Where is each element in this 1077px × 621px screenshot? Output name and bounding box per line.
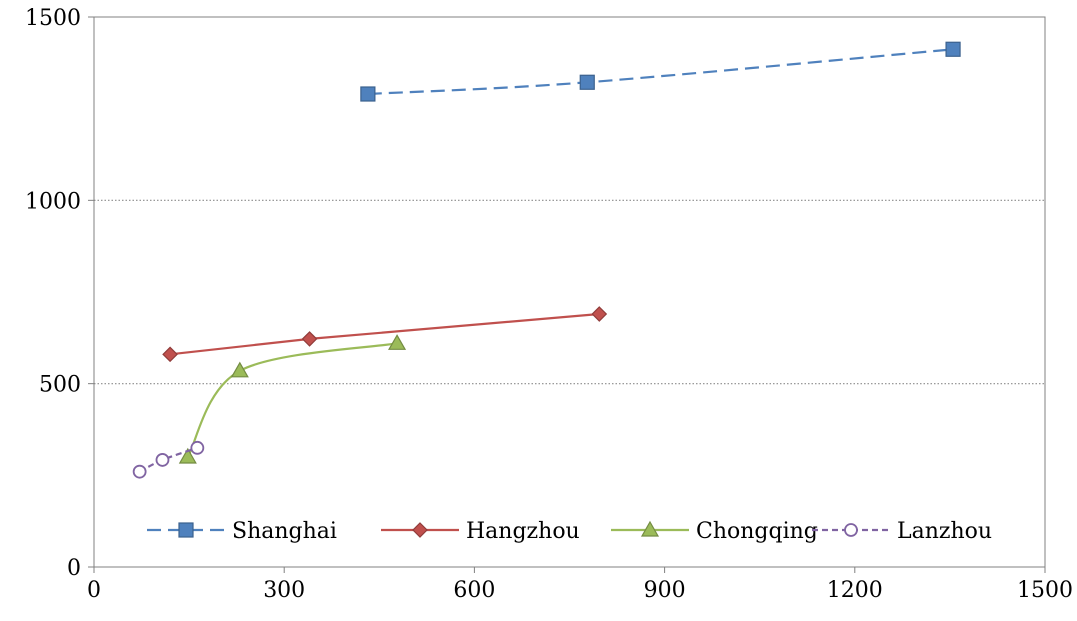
x-tick-label: 0 — [87, 578, 101, 603]
data-point-chongqing — [230, 361, 249, 378]
plot-frame — [93, 16, 1046, 568]
axes — [88, 16, 1046, 573]
x-tick-label: 900 — [644, 578, 686, 603]
legend-label-hangzhou: Hangzhou — [466, 519, 580, 544]
x-tick-label: 300 — [263, 578, 305, 603]
gridlines — [94, 199, 1045, 385]
legend-label-lanzhou: Lanzhou — [897, 519, 992, 544]
data-point-lanzhou — [155, 453, 170, 467]
legend: Shanghai Hangzhou Chongqing Lanzhou — [147, 519, 992, 544]
data-point-hangzhou — [162, 346, 178, 363]
y-tick-label: 500 — [39, 373, 81, 398]
series-line-chongqing — [186, 342, 398, 458]
legend-marker-hangzhou — [412, 522, 428, 538]
data-point-shanghai — [360, 86, 376, 102]
legend-marker-shanghai — [178, 522, 194, 538]
series-line-shanghai — [367, 48, 954, 96]
data-point-shanghai — [579, 74, 595, 90]
data-point-chongqing — [178, 447, 197, 464]
data-point-lanzhou — [190, 440, 205, 455]
series — [132, 41, 961, 479]
data-point-lanzhou — [132, 464, 147, 479]
legend-marker-lanzhou — [844, 523, 858, 537]
x-tick-label: 1200 — [827, 578, 883, 603]
legend-label-shanghai: Shanghai — [232, 519, 337, 544]
series-line-hangzhou — [169, 312, 600, 356]
data-point-hangzhou — [591, 306, 608, 322]
data-point-shanghai — [945, 41, 961, 57]
x-tick-label: 1500 — [1017, 578, 1073, 603]
data-point-chongqing — [388, 334, 407, 350]
tick-labels: 0 300 600 900 1200 1500 0 500 1000 1500 — [25, 6, 1073, 603]
legend-label-chongqing: Chongqing — [696, 519, 818, 544]
legend-marker-chongqing — [640, 520, 660, 537]
y-tick-label: 1000 — [25, 189, 81, 214]
x-tick-label: 600 — [453, 578, 495, 603]
data-point-hangzhou — [301, 331, 318, 347]
y-tick-label: 1500 — [25, 6, 81, 31]
y-tick-label: 0 — [67, 556, 81, 581]
